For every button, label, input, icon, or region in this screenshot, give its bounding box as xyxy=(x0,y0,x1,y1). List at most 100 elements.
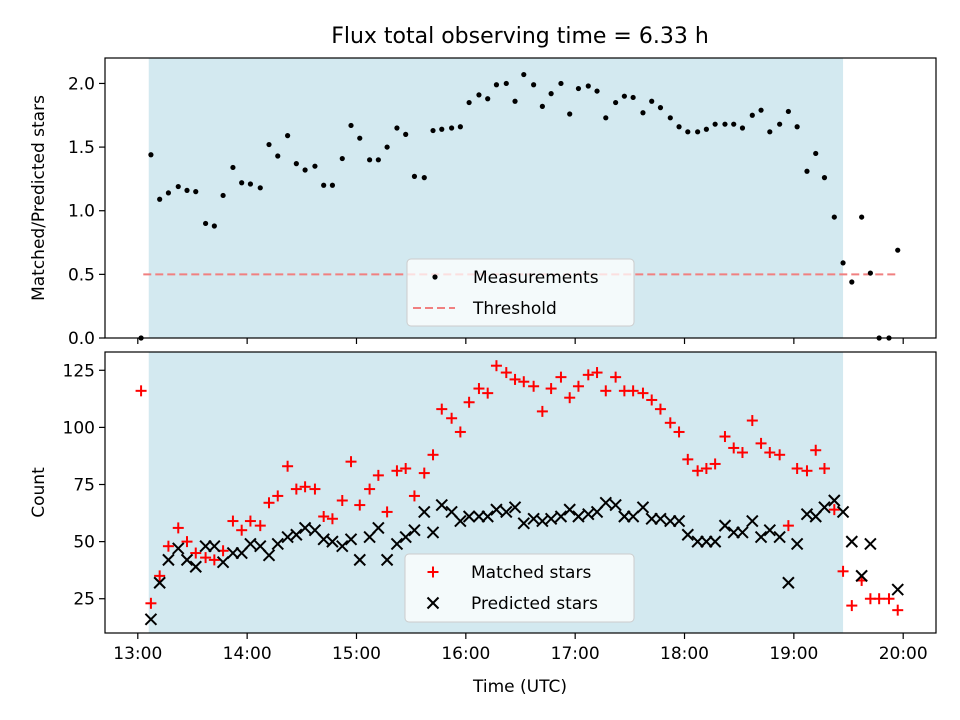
matched-star-point xyxy=(135,385,147,397)
measurement-point xyxy=(895,247,901,253)
measurement-point xyxy=(575,85,582,92)
matched-star-point xyxy=(482,387,494,399)
predicted-star-point xyxy=(298,521,312,535)
measurement-point xyxy=(777,121,783,127)
predicted-star-point xyxy=(208,539,221,553)
measurement-point xyxy=(457,124,463,130)
matched-star-point xyxy=(336,494,348,506)
matched-star-point xyxy=(500,367,512,379)
predicted-star-point xyxy=(372,521,385,535)
matched-star-point xyxy=(791,463,803,475)
predicted-star-point xyxy=(500,505,513,519)
measurement-point xyxy=(840,260,846,266)
matched-star-point xyxy=(490,360,502,372)
predicted-star-point xyxy=(672,514,686,528)
predicted-star-point xyxy=(244,537,257,551)
predicted-star-point xyxy=(172,542,185,555)
measurement-point xyxy=(585,83,591,89)
predicted-star-point xyxy=(599,496,612,509)
measurement-point xyxy=(184,187,190,193)
panel-counts-ylabel: Count xyxy=(29,467,49,518)
measurement-point xyxy=(476,92,482,98)
matched-star-point xyxy=(263,497,275,509)
x-tick-label: 18:00 xyxy=(660,644,709,664)
predicted-star-point xyxy=(654,512,667,525)
x-tick-label: 19:00 xyxy=(769,644,818,664)
predicted-star-point xyxy=(271,537,284,551)
matched-star-point xyxy=(627,385,639,397)
legend-dot-icon xyxy=(432,274,438,280)
measurement-point xyxy=(512,98,518,104)
matched-star-point xyxy=(764,447,776,459)
predicted-star-point xyxy=(746,514,759,528)
matched-star-point xyxy=(236,524,248,536)
predicted-star-point xyxy=(754,530,768,544)
predicted-star-point xyxy=(344,533,358,546)
predicted-star-point xyxy=(180,553,194,567)
legend-plus-icon xyxy=(427,566,439,578)
matched-star-point xyxy=(536,405,548,417)
predicted-star-point xyxy=(454,514,467,528)
predicted-star-point xyxy=(162,553,175,567)
measurement-point xyxy=(312,163,318,169)
measurement-point xyxy=(558,80,564,87)
matched-star-point xyxy=(427,449,439,461)
panel-ratio-ylabel: Matched/Predicted stars xyxy=(29,95,49,301)
predicted-star-point xyxy=(326,535,339,548)
panel-counts-points-layer xyxy=(135,360,904,626)
matched-star-point xyxy=(272,490,284,502)
x-tick-label: 15:00 xyxy=(332,644,381,664)
y-tick-label: 25 xyxy=(73,590,95,610)
matched-star-point xyxy=(200,552,212,564)
matched-star-point xyxy=(391,465,403,477)
matched-star-point xyxy=(473,383,485,395)
measurement-point xyxy=(531,82,537,88)
measurement-point xyxy=(613,99,619,106)
predicted-star-point xyxy=(262,549,276,562)
measurement-point xyxy=(859,214,865,220)
predicted-star-point xyxy=(517,517,530,530)
panel-counts-axes-layer: 25 50 75 100 125 13:00 14:00 15:00 16:00 17:00 18:… xyxy=(63,351,937,664)
measurement-point xyxy=(202,220,209,227)
matched-star-point xyxy=(509,373,521,385)
predicted-star-point xyxy=(481,510,494,523)
predicted-star-point xyxy=(554,510,568,523)
measurement-point xyxy=(676,124,682,130)
x-tick-label: 17:00 xyxy=(551,644,600,664)
measurement-point xyxy=(157,196,163,202)
measurement-point xyxy=(503,80,509,87)
measurement-point xyxy=(247,181,254,187)
measurement-point xyxy=(685,129,691,135)
y-tick-label: 125 xyxy=(63,361,95,381)
matched-star-point xyxy=(719,431,731,443)
y-tick-label: 0.5 xyxy=(68,265,95,285)
measurement-point xyxy=(329,182,336,188)
matched-star-point xyxy=(873,593,885,605)
measurement-point xyxy=(831,214,837,220)
measurement-point xyxy=(148,152,154,158)
measurement-point xyxy=(794,124,800,130)
matched-star-point xyxy=(591,367,603,379)
measurement-point xyxy=(375,157,381,163)
chart-title: Flux total observing time = 6.33 h xyxy=(331,24,709,49)
predicted-star-point xyxy=(153,576,166,589)
panel-ratio-axes-layer: 0.0 0.5 1.0 1.5 2.0 xyxy=(68,57,937,349)
measurement-point xyxy=(339,155,345,162)
predicted-star-point xyxy=(418,505,431,519)
predicted-star-point xyxy=(216,555,230,569)
measurement-point xyxy=(293,161,299,167)
matched-star-point xyxy=(227,515,239,527)
matched-star-point xyxy=(555,371,567,383)
matched-star-point xyxy=(654,403,666,415)
y-tick-label: 100 xyxy=(63,418,95,438)
predicted-star-point xyxy=(435,498,448,512)
predicted-star-point xyxy=(426,526,440,539)
matched-star-point xyxy=(318,510,330,522)
matched-star-point xyxy=(528,380,540,392)
plot-frame xyxy=(104,57,937,339)
measurement-point xyxy=(821,175,828,181)
legend-label: Predicted stars xyxy=(471,594,598,614)
measurement-point xyxy=(712,121,718,127)
matched-star-point xyxy=(582,369,594,381)
